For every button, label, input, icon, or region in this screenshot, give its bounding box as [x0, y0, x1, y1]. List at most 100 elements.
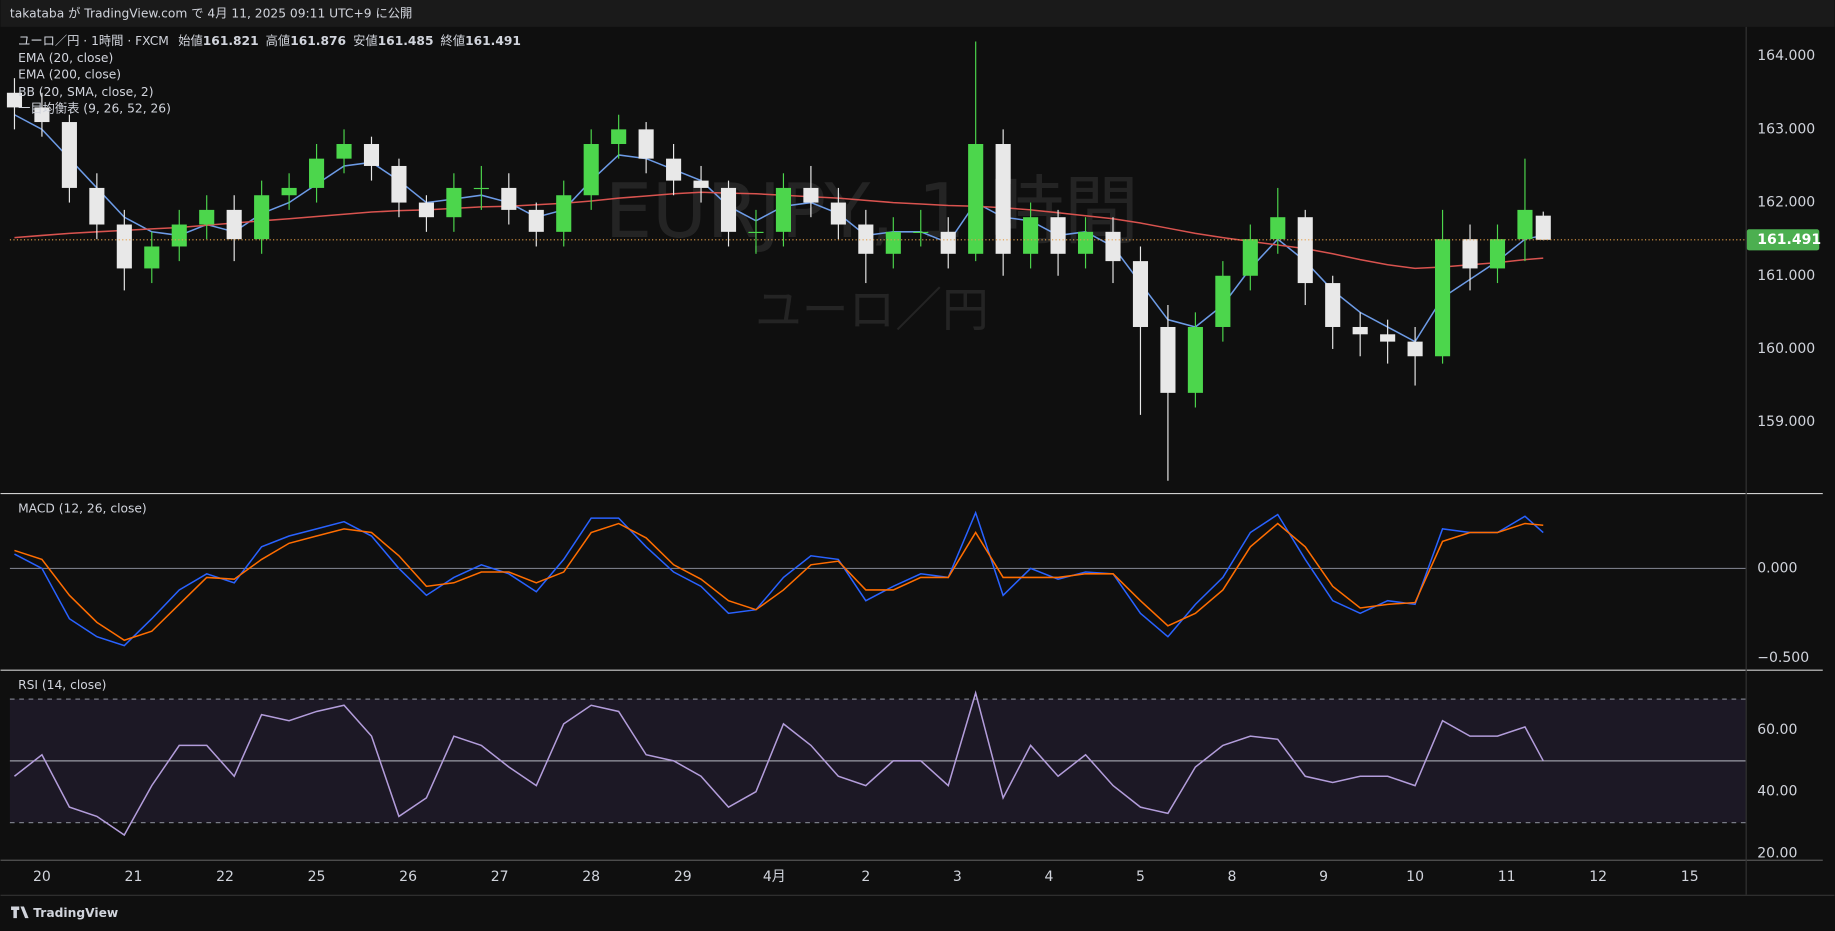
y-tick-label: 161.000	[1757, 268, 1815, 284]
y-tick-label: 40.00	[1757, 784, 1797, 800]
last-price-label: 161.491	[1757, 232, 1821, 248]
candle-body	[913, 231, 929, 234]
candle-body	[693, 180, 709, 188]
y-tick-label: 20.00	[1757, 845, 1797, 861]
candle-body	[1462, 239, 1478, 269]
candle-body	[1489, 239, 1506, 269]
x-tick-label: 3	[953, 869, 962, 885]
candle-body	[473, 187, 489, 190]
candle-body	[6, 92, 23, 108]
candle-body	[418, 202, 434, 218]
ohlc-label: 始値	[178, 32, 203, 47]
candle-body	[501, 187, 517, 210]
candle-body	[1407, 341, 1423, 357]
candle-body	[528, 209, 544, 232]
x-tick-label: 11	[1498, 869, 1516, 885]
x-tick-label: 20	[33, 869, 51, 885]
candle-body	[1160, 326, 1176, 393]
header-bar	[0, 0, 1835, 27]
candle-body	[940, 231, 956, 254]
candle-body	[720, 187, 737, 232]
candle-body	[391, 165, 407, 203]
candle-body	[803, 187, 819, 203]
ohlc-value: 161.821	[203, 33, 259, 47]
candle-body	[144, 246, 160, 269]
candle-body	[748, 231, 764, 234]
candle-body	[1242, 239, 1258, 276]
candle-body	[1535, 215, 1551, 240]
x-tick-label: 25	[308, 869, 326, 885]
candle-body	[116, 224, 132, 269]
x-tick-label: 22	[216, 869, 234, 885]
candle-body	[1435, 239, 1451, 357]
candle-body	[1517, 209, 1533, 240]
candle-body	[1050, 217, 1066, 254]
y-tick-label: 160.000	[1757, 341, 1815, 357]
ohlc-label: 終値	[441, 32, 466, 47]
candle-body	[1105, 231, 1121, 262]
y-tick-label: 60.00	[1757, 722, 1797, 738]
candle-body	[446, 187, 462, 218]
candle-body	[1297, 217, 1313, 284]
candle-body	[1215, 275, 1231, 327]
candle-body	[363, 144, 380, 166]
candle-body	[1077, 231, 1094, 254]
x-tick-label: 21	[125, 869, 143, 885]
x-tick-label: 8	[1228, 869, 1237, 885]
symbol-line: ユーロ／円 · 1時間 · FXCM 始値161.821 高値161.876 安値16…	[18, 32, 521, 47]
x-tick-label: 12	[1589, 869, 1607, 885]
candle-body	[995, 144, 1011, 254]
candle-body	[858, 224, 874, 254]
candle-body	[1352, 326, 1368, 335]
rsi-label: RSI (14, close)	[18, 678, 106, 692]
candle-body	[226, 209, 242, 240]
candle-body	[1132, 261, 1149, 327]
candle-body	[309, 158, 325, 188]
macd-line	[14, 522, 1544, 642]
candle-body	[281, 187, 297, 196]
y-tick-label: 159.000	[1757, 414, 1815, 430]
candle-body	[61, 122, 77, 188]
logo	[11, 906, 29, 919]
macd-line	[14, 510, 1544, 647]
candle-body	[89, 187, 105, 225]
x-tick-label: 5	[1136, 869, 1145, 885]
x-tick-label: 28	[582, 869, 600, 885]
x-tick-label: 10	[1406, 869, 1424, 885]
x-tick-label: 27	[491, 869, 509, 885]
x-tick-label: 15	[1681, 869, 1699, 885]
candle-body	[254, 195, 270, 240]
x-tick-label: 2	[861, 869, 870, 885]
candle-body	[638, 129, 654, 159]
macd-label: MACD (12, 26, close)	[18, 501, 147, 515]
candle-body	[611, 129, 627, 145]
y-tick-label: 162.000	[1757, 195, 1815, 211]
legend-ema200: EMA (200, close)	[18, 67, 121, 81]
watermark-sub: ユーロ／円	[755, 284, 989, 338]
candle-body	[199, 209, 215, 225]
x-tick-label: 26	[399, 869, 417, 885]
candle-body	[885, 231, 901, 254]
ohlc-value: 161.491	[465, 33, 521, 47]
legend-ema20: EMA (20, close)	[18, 51, 113, 65]
legend-bb: BB (20, SMA, close, 2)	[18, 85, 153, 99]
y-tick-label: 0.000	[1757, 560, 1797, 576]
footer-brand: TradingView	[33, 906, 118, 920]
candle-body	[556, 195, 572, 232]
candle-body	[34, 107, 50, 123]
candle-body	[336, 144, 352, 159]
publish-info: takataba が TradingView.com で 4月 11, 2025…	[10, 6, 412, 21]
candle-body	[171, 224, 187, 247]
ohlc-label: 安値	[353, 32, 378, 47]
candle-body	[583, 144, 599, 196]
y-tick-label: 164.000	[1757, 48, 1815, 64]
y-tick-label: 163.000	[1757, 121, 1815, 137]
candle-body	[830, 202, 846, 225]
candle-body	[1187, 326, 1203, 393]
candle-body	[968, 144, 984, 254]
candle-body	[1023, 217, 1039, 254]
x-tick-label: 4	[1044, 869, 1053, 885]
